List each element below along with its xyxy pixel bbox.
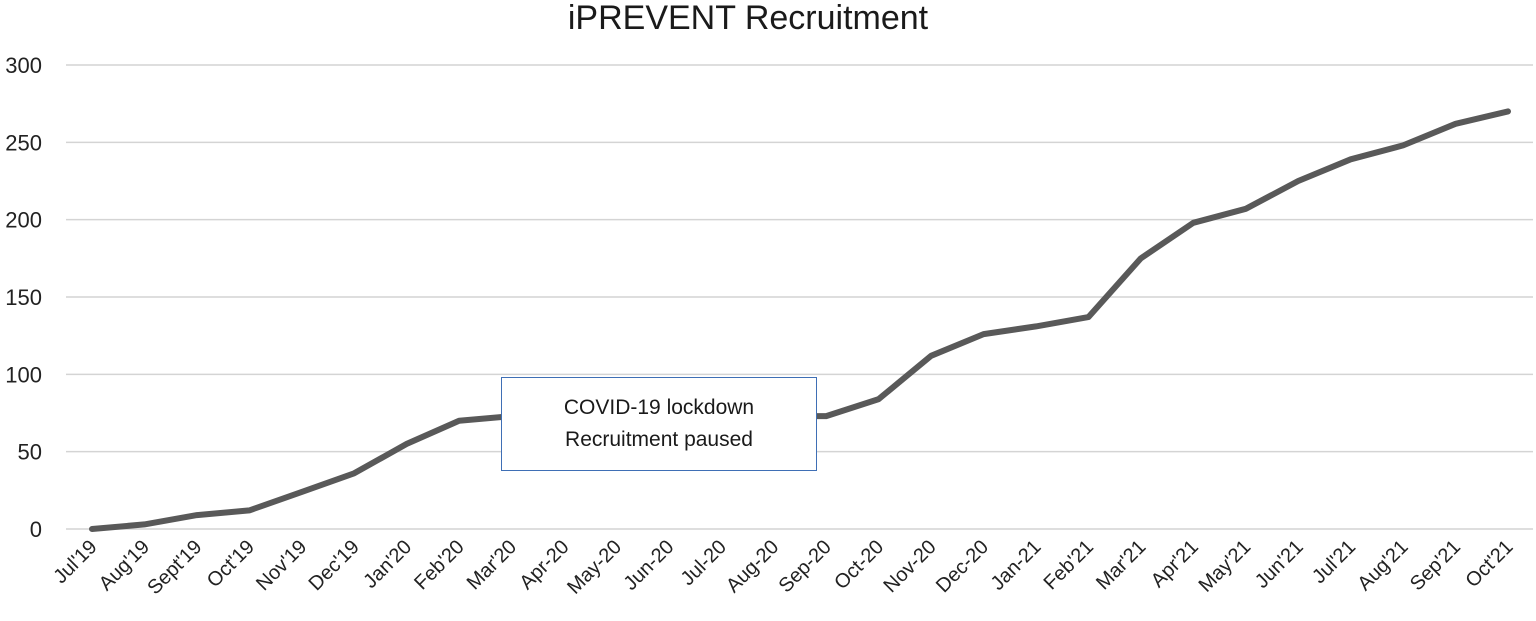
x-tick-label: Nov-20: [879, 536, 940, 597]
x-tick-label: Jun'21: [1251, 536, 1308, 593]
data-point: [1402, 144, 1404, 146]
x-tick-label: Jul'21: [1308, 536, 1360, 588]
data-point: [1350, 158, 1352, 160]
data-point: [1192, 222, 1194, 224]
x-tick-label: Jan-21: [987, 536, 1046, 595]
chart-title: iPREVENT Recruitment: [567, 0, 929, 37]
x-tick-label: Feb'20: [410, 536, 468, 594]
data-point: [406, 443, 408, 445]
y-tick-label: 100: [5, 362, 42, 387]
x-tick-label: Oct-20: [830, 536, 888, 594]
x-tick-label: May-20: [563, 536, 626, 599]
data-point: [1455, 123, 1457, 125]
y-axis-tick-labels: 0 50 100 150 200 250 300: [5, 53, 42, 542]
x-tick-label: Nov'19: [252, 536, 311, 595]
data-point: [1035, 325, 1037, 327]
x-tick-label: Mar'21: [1092, 536, 1150, 594]
x-tick-label: Aug'21: [1353, 536, 1412, 595]
y-tick-label: 250: [5, 130, 42, 155]
data-point: [353, 472, 355, 474]
data-point: [825, 415, 827, 417]
data-point: [983, 333, 985, 335]
y-tick-label: 0: [30, 517, 42, 542]
x-tick-label: Dec'19: [305, 536, 364, 595]
y-tick-label: 200: [5, 208, 42, 233]
annotation-box: COVID-19 lockdown Recruitment paused: [501, 377, 817, 471]
data-point: [930, 355, 932, 357]
data-point: [878, 398, 880, 400]
data-point: [143, 523, 145, 525]
data-point: [248, 509, 250, 511]
data-point: [1507, 110, 1509, 112]
x-tick-label: Oct'21: [1462, 536, 1518, 592]
x-tick-label: Oct'19: [203, 536, 259, 592]
data-point: [1297, 180, 1299, 182]
x-tick-label: Mar'20: [463, 536, 521, 594]
x-tick-label: Sep'21: [1406, 536, 1465, 595]
y-tick-label: 150: [5, 285, 42, 310]
data-point: [1245, 208, 1247, 210]
data-point: [1087, 316, 1089, 318]
annotation-line-2: Recruitment paused: [565, 428, 753, 451]
data-point: [196, 514, 198, 516]
x-tick-label: Sep-20: [775, 536, 836, 597]
x-tick-label: Dec-20: [932, 536, 993, 597]
x-tick-label: May'21: [1195, 536, 1256, 597]
x-tick-label: Feb'21: [1040, 536, 1098, 594]
x-tick-label: Jul'19: [49, 536, 101, 588]
data-point: [91, 528, 93, 530]
x-tick-label: Apr'21: [1147, 536, 1203, 592]
x-tick-label: Jun-20: [620, 536, 679, 595]
x-tick-label: Jan'20: [359, 536, 416, 593]
annotation-line-1: COVID-19 lockdown: [563, 396, 755, 419]
x-tick-label: Sept'19: [143, 536, 206, 599]
y-tick-label: 300: [5, 53, 42, 78]
x-tick-label: Aug-20: [722, 536, 783, 597]
data-point: [301, 491, 303, 493]
data-point: [1140, 257, 1142, 259]
y-tick-label: 50: [18, 440, 42, 465]
data-point: [458, 420, 460, 422]
x-axis-tick-labels: Jul'19Aug'19Sept'19Oct'19Nov'19Dec'19Jan…: [49, 536, 1517, 599]
